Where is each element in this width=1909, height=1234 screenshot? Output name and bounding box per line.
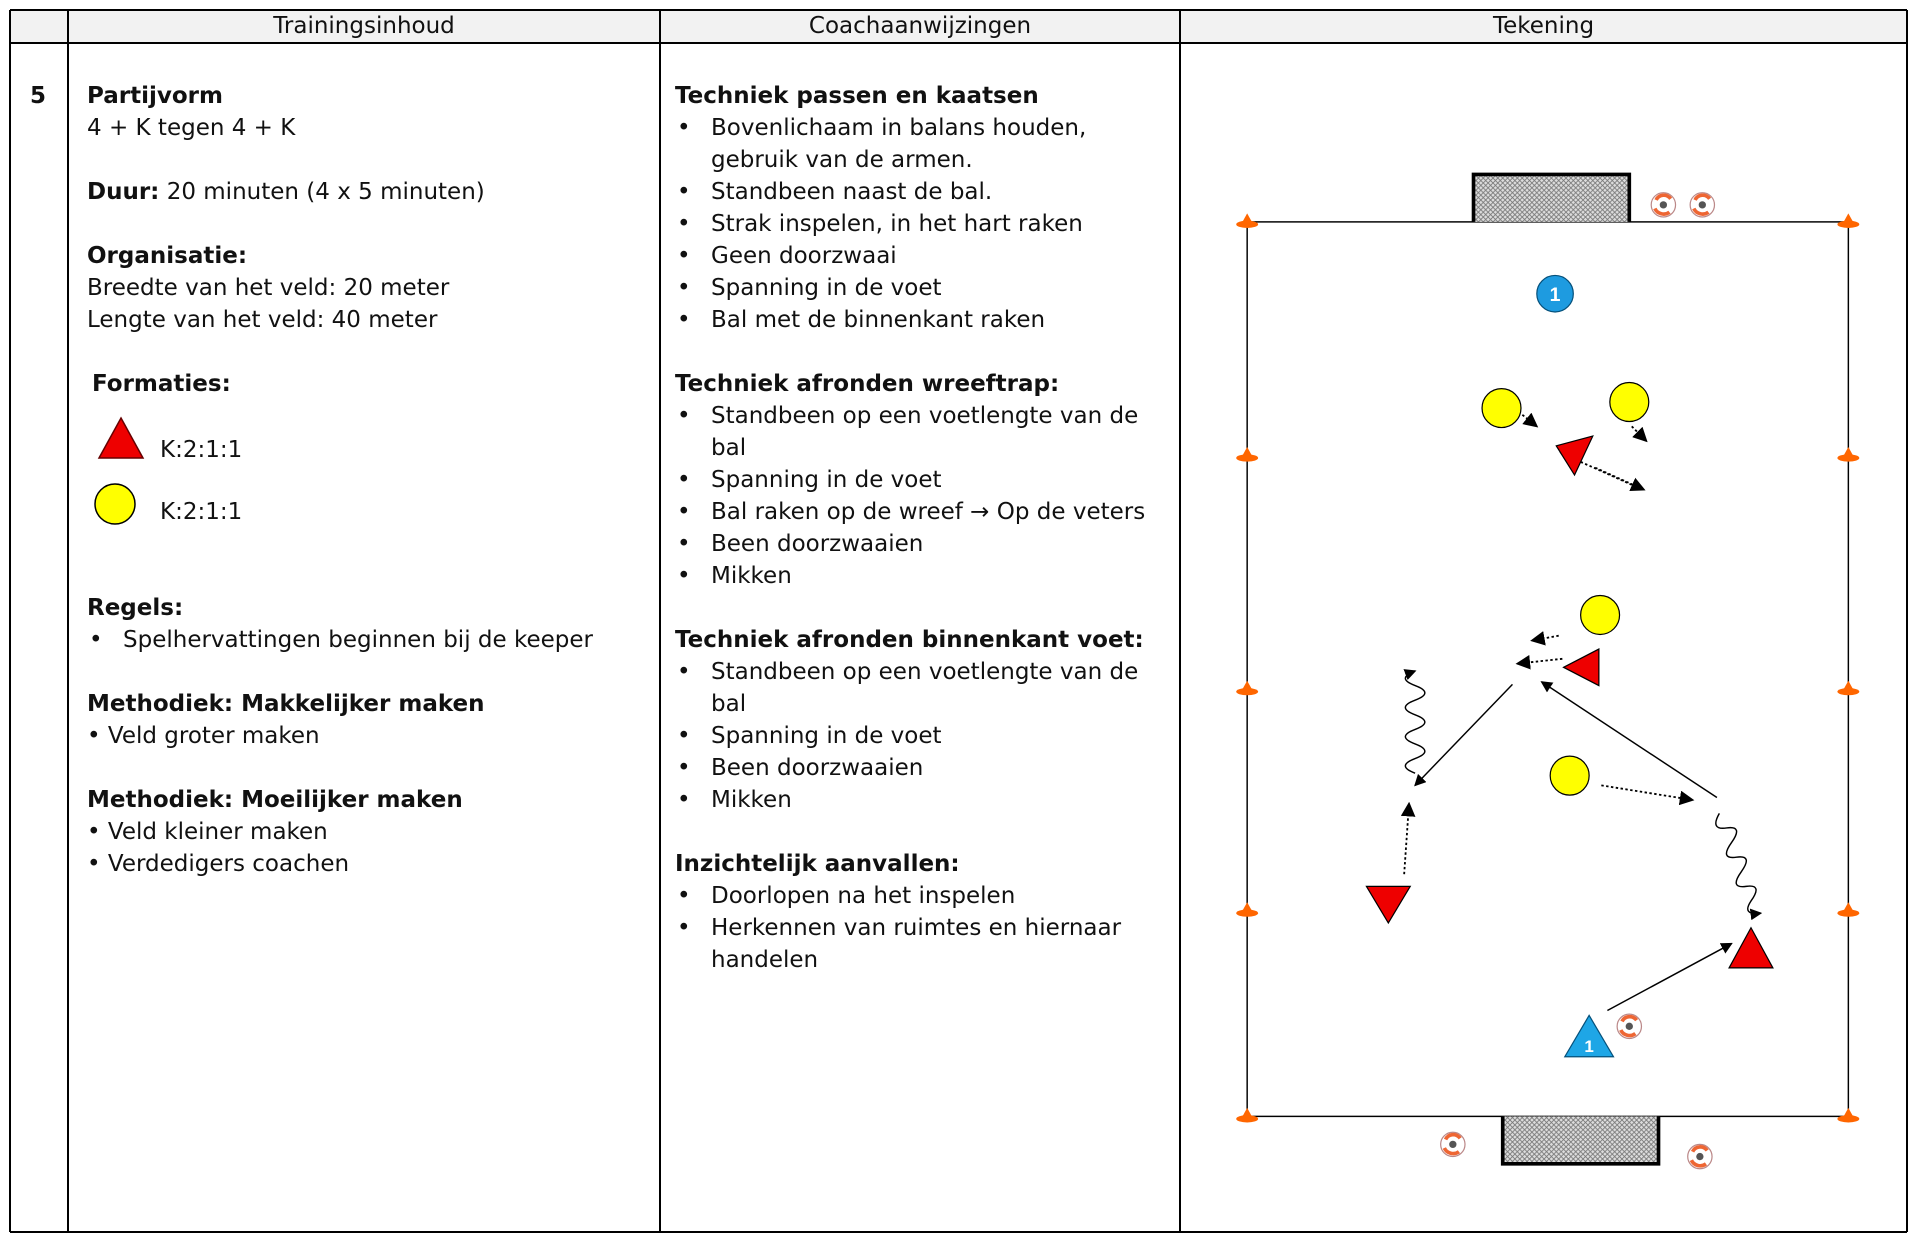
field bbox=[1246, 221, 1850, 1118]
header: Tekening bbox=[1180, 10, 1907, 43]
player-label: 1 bbox=[1550, 284, 1561, 306]
list-item: Strak inspelen, in het hart raken bbox=[677, 208, 1175, 240]
heading: Organisatie: bbox=[87, 243, 248, 269]
list-item: Doorlopen na het inspelen bbox=[677, 880, 1175, 912]
goal bbox=[1502, 1116, 1659, 1164]
list: Bovenlichaam in balans houden, gebruik v… bbox=[675, 112, 1175, 336]
cones bbox=[1236, 213, 1860, 1123]
list: Standbeen op een voetlengte van de balSp… bbox=[675, 400, 1175, 592]
heading: Techniek passen en kaatsen bbox=[675, 83, 1039, 109]
heading: Partijvorm bbox=[87, 83, 223, 109]
heading: Techniek afronden wreeftrap: bbox=[675, 371, 1060, 397]
formation: K:2:1:1 bbox=[87, 416, 647, 480]
formation: K:2:1:1 bbox=[87, 480, 647, 544]
coaching: Techniek passen en kaatsen Bovenlichaam i… bbox=[675, 80, 1175, 976]
player-label: 1 bbox=[1584, 1037, 1593, 1056]
goal-frame bbox=[1500, 1116, 1661, 1166]
list: Veld groter maken bbox=[87, 720, 647, 752]
list-item: Been doorzwaaien bbox=[677, 528, 1175, 560]
spacer bbox=[675, 816, 1175, 848]
border bbox=[10, 42, 1907, 44]
text: K:2:1:1 bbox=[160, 437, 243, 463]
spacer bbox=[675, 336, 1175, 368]
list-item: Veld groter maken bbox=[87, 720, 647, 752]
text: Duur: 20 minuten (4 x 5 minuten) bbox=[87, 176, 647, 208]
border bbox=[67, 10, 69, 1232]
spacer bbox=[675, 592, 1175, 624]
list-item: Spanning in de voet bbox=[677, 464, 1175, 496]
border bbox=[1906, 10, 1908, 1232]
content: Partijvorm 4 + K tegen 4 + K Duur: 20 mi… bbox=[87, 80, 647, 880]
header: Trainingsinhoud bbox=[68, 10, 660, 43]
heading: Methodiek: Moeilijker maken bbox=[87, 787, 463, 813]
triangle-icon bbox=[97, 416, 145, 459]
list-item: Geen doorzwaai bbox=[677, 240, 1175, 272]
list-item: Standbeen op een voetlengte van de bal bbox=[677, 400, 1175, 464]
list-item: Mikken bbox=[677, 560, 1175, 592]
list: Standbeen op een voetlengte van de balSp… bbox=[675, 656, 1175, 816]
heading: Methodiek: Makkelijker maken bbox=[87, 691, 485, 717]
heading: Formaties: bbox=[92, 371, 231, 397]
list: Doorlopen na het inspelenHerkennen van r… bbox=[675, 880, 1175, 976]
pass-arrows bbox=[1403, 669, 1763, 1012]
text: K:2:1:1 bbox=[160, 499, 243, 525]
list-item: Standbeen naast de bal. bbox=[677, 176, 1175, 208]
text: Breedte van het veld: 20 meter bbox=[87, 275, 450, 301]
row-number: 5 bbox=[30, 83, 47, 109]
list-item: Bal met de binnenkant raken bbox=[677, 304, 1175, 336]
border bbox=[1179, 10, 1181, 1232]
list: Spelhervattingen beginnen bij de keeper bbox=[87, 624, 647, 656]
players bbox=[1365, 274, 1774, 1058]
goal bbox=[1473, 174, 1630, 222]
list-item: Bovenlichaam in balans houden, gebruik v… bbox=[677, 112, 1175, 176]
list: Veld kleiner maken Verdedigers coachen bbox=[87, 816, 647, 880]
list-item: Standbeen op een voetlengte van de bal bbox=[677, 656, 1175, 720]
list-item: Herkennen van ruimtes en hiernaar handel… bbox=[677, 912, 1175, 976]
heading: Inzichtelijk aanvallen: bbox=[675, 851, 960, 877]
text: 20 minuten (4 x 5 minuten) bbox=[166, 179, 485, 205]
heading: Techniek afronden binnenkant voet: bbox=[675, 627, 1144, 653]
border bbox=[10, 1231, 1907, 1233]
list-item: Bal raken op de wreef → Op de veters bbox=[677, 496, 1175, 528]
header: Coachaanwijzingen bbox=[660, 10, 1180, 43]
circle-icon bbox=[94, 483, 136, 525]
list-item: Veld kleiner maken bbox=[87, 816, 647, 848]
list-item: Spelhervattingen beginnen bij de keeper bbox=[89, 624, 647, 656]
dribble-runs bbox=[1400, 411, 1695, 875]
list-item: Been doorzwaaien bbox=[677, 752, 1175, 784]
border bbox=[9, 10, 11, 1232]
drawing: 1 1 bbox=[1236, 172, 1860, 1171]
balls bbox=[1438, 190, 1717, 1171]
list-item: Mikken bbox=[677, 784, 1175, 816]
text: Lengte van het veld: 40 meter bbox=[87, 307, 438, 333]
list-item: Spanning in de voet bbox=[677, 720, 1175, 752]
list-item: Spanning in de voet bbox=[677, 272, 1175, 304]
border bbox=[10, 9, 1907, 11]
list-item: Verdedigers coachen bbox=[87, 848, 647, 880]
text: 4 + K tegen 4 + K bbox=[87, 115, 296, 141]
heading: Regels: bbox=[87, 595, 184, 621]
border bbox=[659, 10, 661, 1232]
header-blank bbox=[10, 10, 68, 43]
goal-frame bbox=[1471, 172, 1632, 222]
label: Duur: bbox=[87, 179, 160, 205]
